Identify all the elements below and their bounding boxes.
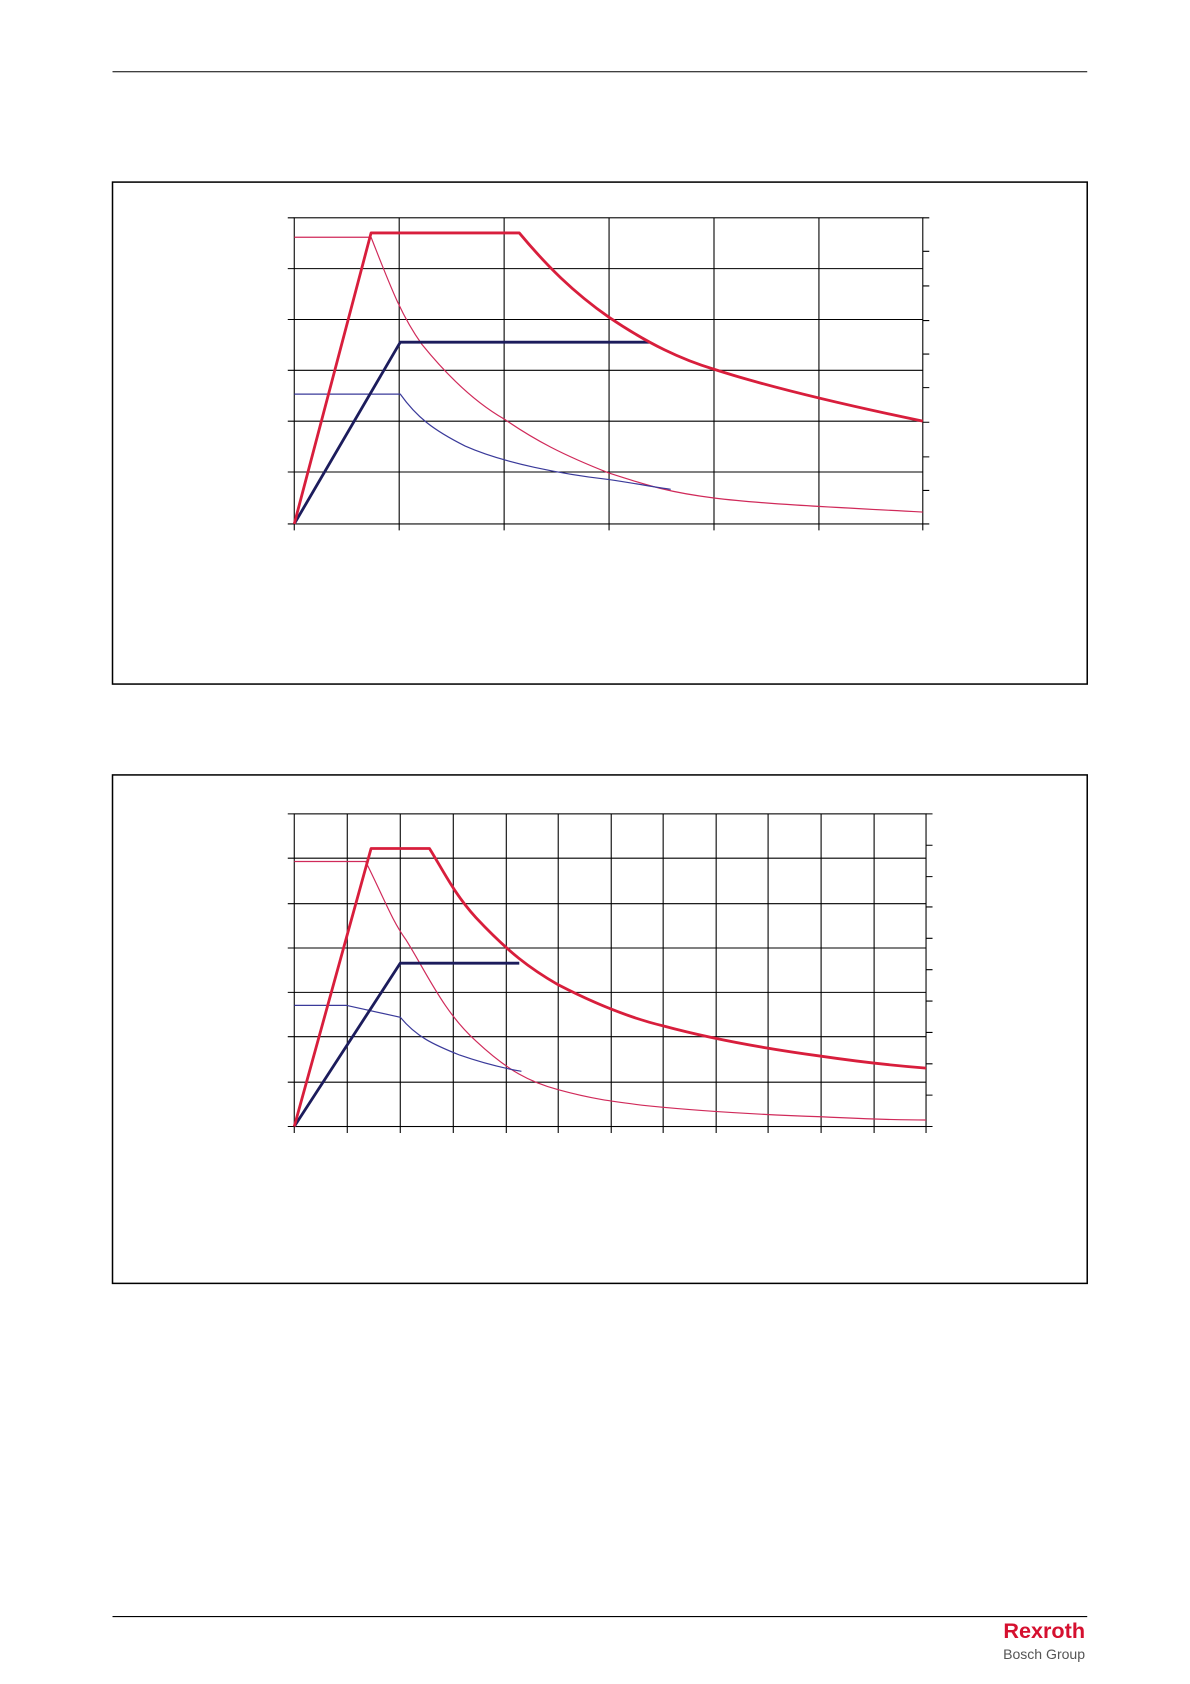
curve — [294, 393, 671, 490]
curve — [294, 236, 923, 513]
curve — [293, 340, 650, 525]
curve — [294, 860, 927, 1121]
curve — [293, 961, 520, 1128]
logo-subtitle: Bosch Group — [1003, 1646, 1085, 1662]
figure-1 — [111, 181, 1088, 685]
grid — [287, 217, 930, 531]
logo: Rexroth — [1003, 1618, 1085, 1643]
figure-frame — [111, 774, 1088, 1285]
grid — [287, 813, 933, 1134]
curve — [292, 847, 927, 1127]
figure-2 — [111, 774, 1088, 1285]
curve — [294, 1004, 522, 1072]
curve — [292, 231, 924, 525]
figure-frame — [111, 181, 1088, 685]
